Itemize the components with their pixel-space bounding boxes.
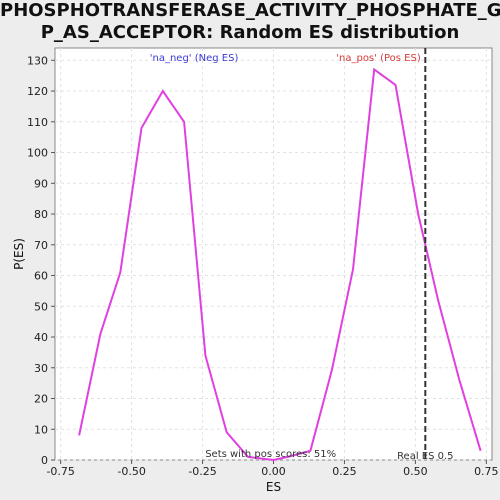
y-tick-label: 20	[34, 393, 48, 406]
neg-es-label: 'na_neg' (Neg ES)	[150, 53, 239, 64]
y-tick-label: 80	[34, 208, 48, 221]
y-axis-label: P(ES)	[12, 238, 26, 270]
chart-title-line-2: P_AS_ACCEPTOR: Random ES distribution	[40, 22, 460, 43]
axis-ticks: 0 10 20 30 40 50 60 70 80 90 100 110 120 130 -0.75 -0.5…	[27, 54, 499, 478]
y-tick-label: 60	[34, 270, 48, 283]
y-tick-label: 50	[34, 300, 48, 313]
x-tick-label: -0.75	[46, 465, 74, 478]
y-tick-label: 110	[27, 116, 48, 129]
x-tick-label: 0.00	[261, 465, 286, 478]
y-tick-label: 40	[34, 331, 48, 344]
y-tick-label: 0	[41, 454, 48, 467]
x-tick-label: 0.50	[403, 465, 428, 478]
x-tick-label: 0.75	[474, 465, 499, 478]
y-tick-label: 30	[34, 362, 48, 375]
y-tick-label: 70	[34, 239, 48, 252]
x-tick-label: 0.25	[332, 465, 357, 478]
chart-title-line-1: PHOSPHOTRANSFERASE_ACTIVITY_PHOSPHATE_GR…	[0, 0, 500, 21]
y-tick-label: 90	[34, 177, 48, 190]
y-tick-label: 120	[27, 85, 48, 98]
sets-pos-scores-label: Sets with pos scores: 51%	[205, 449, 336, 460]
y-tick-label: 10	[34, 423, 48, 436]
y-tick-label: 100	[27, 147, 48, 160]
chart-title: PHOSPHOTRANSFERASE_ACTIVITY_PHOSPHATE_GR…	[0, 0, 500, 44]
pos-es-label: 'na_pos' (Pos ES)	[336, 53, 421, 64]
real-es-label: Real ES 0.5	[397, 451, 453, 462]
grid	[55, 48, 492, 461]
x-axis-label: ES	[266, 480, 281, 494]
y-tick-label: 130	[27, 54, 48, 67]
es-distribution-line	[78, 67, 482, 462]
x-tick-label: -0.50	[117, 465, 145, 478]
x-tick-label: -0.25	[188, 465, 216, 478]
